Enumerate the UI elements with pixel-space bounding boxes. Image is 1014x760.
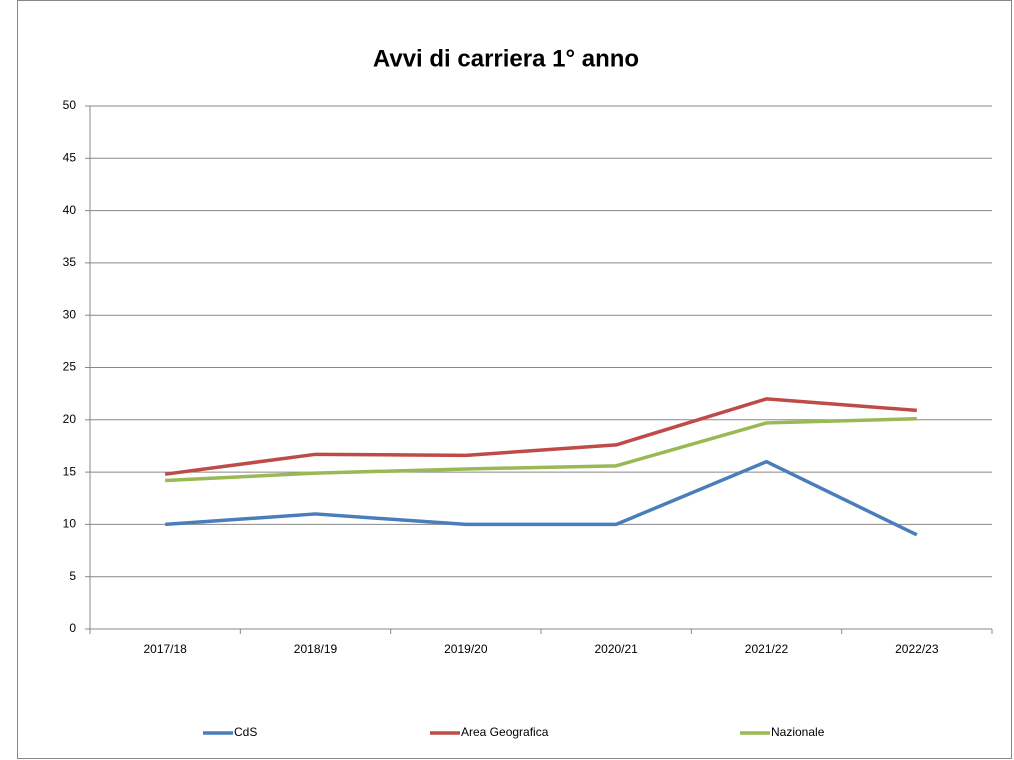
y-tick-label: 50 bbox=[63, 98, 77, 112]
y-tick-label: 45 bbox=[63, 150, 77, 164]
y-tick-label: 0 bbox=[69, 621, 76, 635]
series-line bbox=[165, 417, 917, 483]
x-tick-label: 2022/23 bbox=[895, 642, 939, 656]
legend-label: Nazionale bbox=[771, 725, 825, 739]
y-tick-label: 35 bbox=[63, 255, 77, 269]
legend-label: CdS bbox=[234, 725, 257, 739]
legend-label: Area Geografica bbox=[461, 725, 549, 739]
y-tick-label: 15 bbox=[63, 464, 77, 478]
y-tick-label: 5 bbox=[69, 569, 76, 583]
chart-border bbox=[17, 0, 1012, 759]
chart-title: Avvi di carriera 1° anno bbox=[373, 45, 639, 72]
series-line bbox=[164, 397, 917, 476]
y-tick-label: 30 bbox=[63, 307, 77, 321]
x-tick-label: 2018/19 bbox=[294, 642, 338, 656]
series-line bbox=[165, 459, 918, 537]
y-tick-label: 40 bbox=[63, 203, 77, 217]
y-tick-label: 20 bbox=[63, 412, 77, 426]
x-tick-label: 2021/22 bbox=[745, 642, 789, 656]
y-tick-label: 10 bbox=[63, 517, 77, 531]
x-tick-label: 2019/20 bbox=[444, 642, 488, 656]
x-tick-label: 2020/21 bbox=[594, 642, 638, 656]
y-tick-label: 25 bbox=[63, 360, 77, 374]
x-tick-label: 2017/18 bbox=[143, 642, 187, 656]
